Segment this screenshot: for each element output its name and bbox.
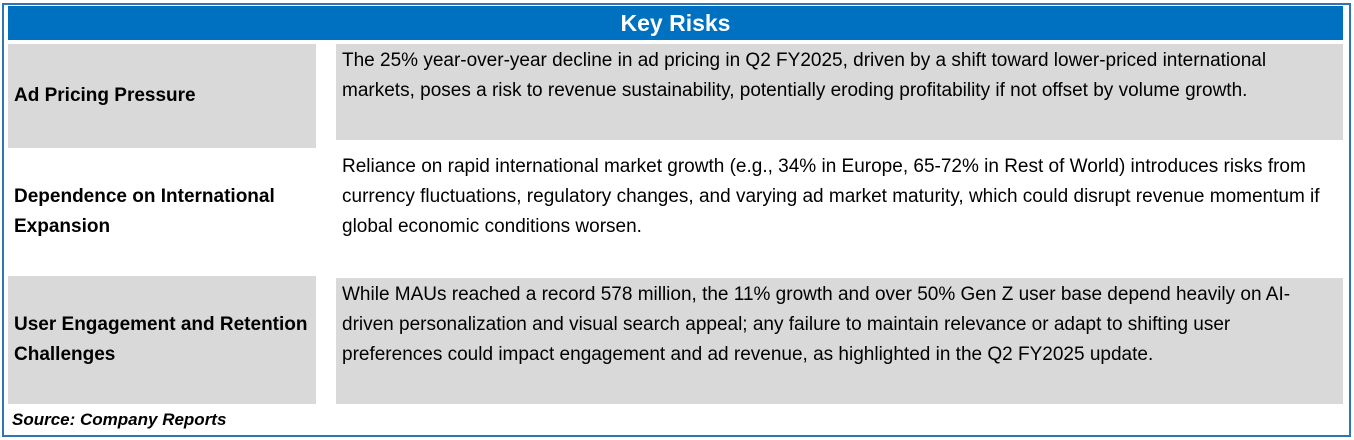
risk-description: While MAUs reached a record 578 million,…: [336, 278, 1343, 404]
risk-label: User Engagement and Retention Challenges: [8, 276, 316, 404]
risk-label: Dependence on International Expansion: [8, 150, 326, 274]
risk-description: The 25% year-over-year decline in ad pri…: [336, 44, 1343, 140]
table-title: Key Risks: [8, 6, 1343, 40]
risk-label: Ad Pricing Pressure: [8, 44, 316, 148]
risk-description: Reliance on rapid international market g…: [342, 156, 1320, 237]
source-note: Source: Company Reports: [12, 410, 227, 429]
